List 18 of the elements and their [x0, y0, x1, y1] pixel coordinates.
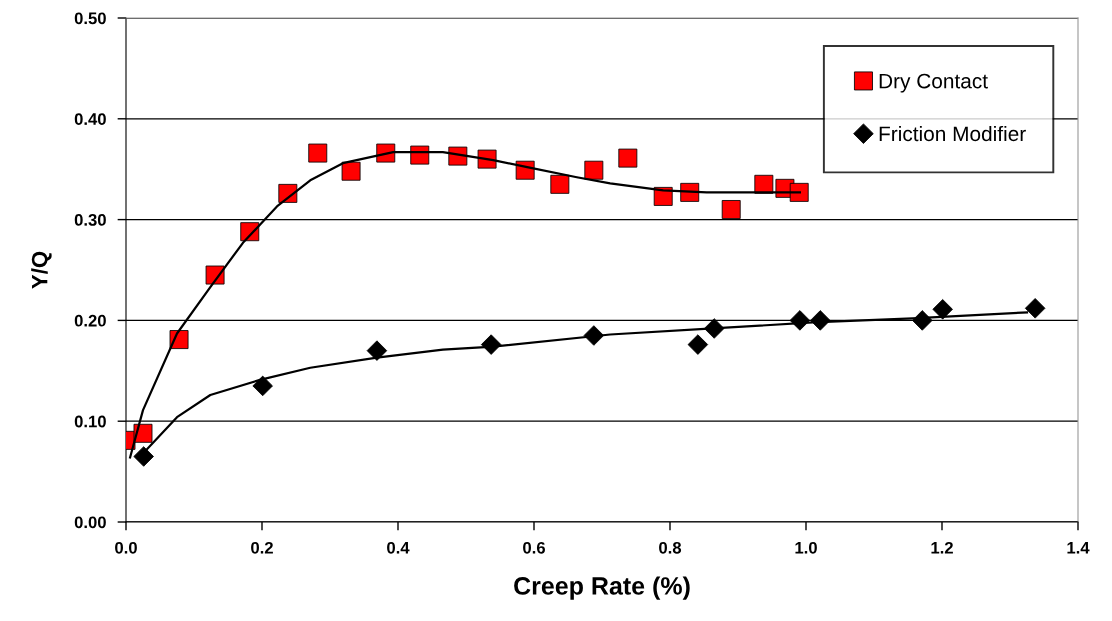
y-axis-title: Y/Q [31, 251, 52, 289]
x-tick-label: 0.2 [251, 541, 273, 554]
y-tick-label: 0.10 [74, 415, 106, 428]
legend-label: Friction Modifier [879, 125, 1026, 142]
x-tick-label: 0.0 [115, 541, 137, 554]
x-tick-label: 1.4 [1067, 542, 1090, 554]
y-tick-label: 0.30 [74, 214, 106, 226]
legend-label: Dry Contact [879, 73, 988, 93]
x-tick-label: 1.0 [795, 541, 817, 554]
y-tick-label: 0.50 [74, 12, 106, 25]
x-tick-label: 0.6 [523, 541, 545, 554]
y-tick-label: 0.40 [74, 113, 106, 125]
y-tick-label: 0.00 [74, 516, 106, 529]
x-tick-label: 0.8 [659, 541, 682, 554]
x-tick-label: 1.2 [931, 541, 953, 554]
y-tick-label: 0.20 [74, 314, 106, 327]
x-tick-label: 0.4 [387, 541, 410, 554]
x-axis-title: Creep Rate (%) [514, 576, 690, 600]
